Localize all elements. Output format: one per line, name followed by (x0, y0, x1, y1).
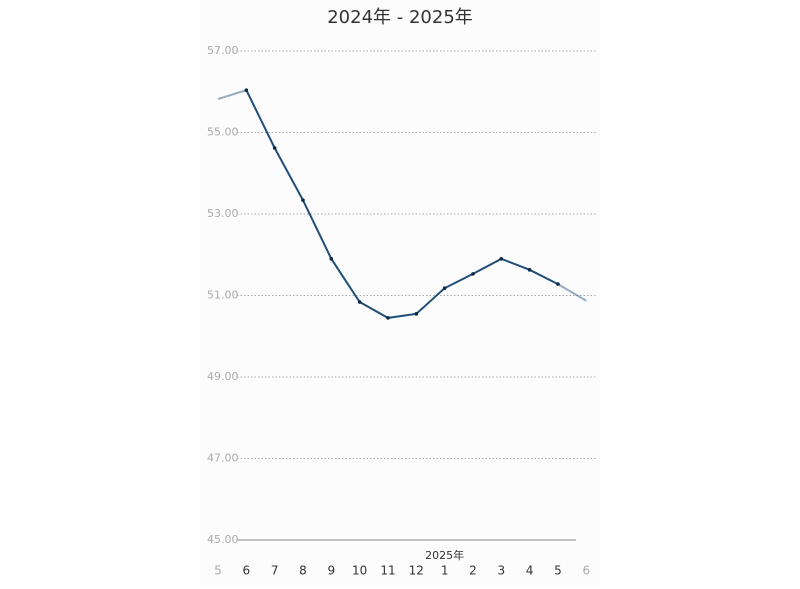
y-tick-label: 57.00 (207, 44, 239, 57)
point (442, 286, 447, 290)
x-tick-label: 3 (497, 564, 505, 578)
y-tick-label: 47.00 (207, 452, 239, 465)
x-tick-label: 9 (327, 564, 335, 578)
point (272, 146, 277, 150)
x-tick-label: 12 (409, 564, 424, 578)
y-tick-label: 45.00 (207, 533, 239, 546)
x-tick-label: 2 (469, 564, 477, 578)
point (499, 257, 504, 261)
point (357, 300, 362, 304)
x-tick-label: 1 (441, 564, 449, 578)
x-tick-label: 5 (214, 564, 222, 578)
point (386, 316, 390, 320)
x-tick-label: 7 (271, 564, 279, 578)
line (245, 89, 559, 319)
point (471, 272, 475, 276)
x-tick-label: 4 (526, 564, 534, 578)
y-tick-label: 51.00 (207, 289, 239, 302)
point (329, 257, 334, 261)
x-tick-label: 8 (299, 564, 307, 578)
point (244, 88, 249, 92)
x-tick-label: 5 (554, 564, 562, 578)
point (414, 312, 419, 316)
x-tick-label: 11 (380, 564, 395, 578)
x-tick-label: 6 (582, 564, 590, 578)
year-label: 2025年 (425, 548, 464, 562)
y-tick-label: 49.00 (207, 370, 239, 383)
point (527, 268, 532, 272)
chart-panel (200, 0, 600, 585)
y-tick-label: 55.00 (207, 126, 239, 139)
line-faded (557, 283, 587, 302)
y-tick-label: 53.00 (207, 207, 239, 220)
chart-title: 2024年 - 2025年 (327, 7, 473, 28)
x-tick-label: 10 (352, 564, 367, 578)
point (556, 282, 560, 286)
x-tick-label: 6 (243, 564, 251, 578)
line-faded (217, 89, 247, 101)
point (301, 198, 305, 202)
